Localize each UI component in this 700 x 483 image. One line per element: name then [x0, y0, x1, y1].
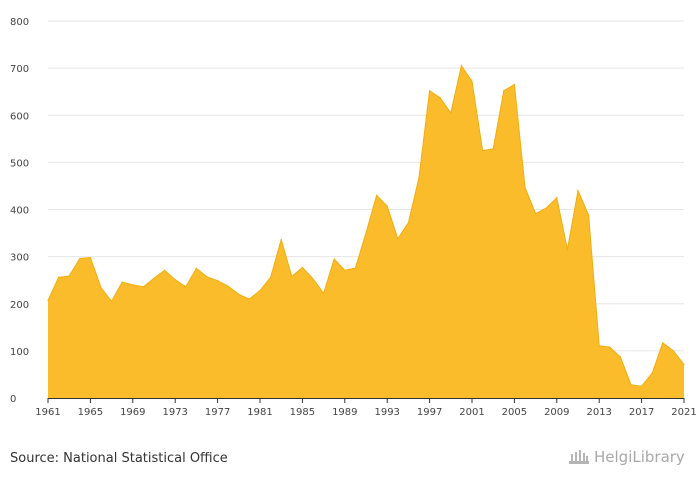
data-point — [206, 276, 208, 278]
x-tick-label: 1989 — [332, 407, 357, 418]
data-point — [259, 289, 261, 292]
data-point — [672, 350, 675, 352]
data-point — [577, 190, 579, 192]
y-tick-label: 700 — [10, 64, 29, 75]
data-point — [100, 287, 102, 289]
area-fill — [48, 65, 684, 399]
data-point — [482, 149, 484, 152]
x-tick-label: 2013 — [586, 407, 611, 418]
x-tick-label: 1965 — [78, 407, 103, 418]
data-point — [344, 269, 346, 271]
data-point — [248, 298, 250, 300]
data-point — [609, 346, 611, 348]
data-point — [333, 258, 335, 260]
data-point — [513, 84, 516, 86]
y-tick-label: 200 — [10, 300, 29, 311]
data-point — [556, 197, 558, 199]
data-point — [662, 342, 664, 344]
data-point — [683, 363, 685, 366]
data-point — [111, 300, 113, 302]
data-point — [270, 276, 272, 278]
x-tick-label: 1961 — [35, 407, 60, 418]
data-point — [566, 248, 569, 251]
data-point — [651, 372, 653, 374]
data-point — [89, 256, 91, 259]
data-point — [630, 384, 632, 386]
y-axis: 0 100 200 300 400 500 600 700 800 — [10, 17, 29, 405]
data-point — [291, 275, 293, 278]
logo-text: HelgiLibrary — [594, 448, 685, 466]
data-point — [535, 213, 537, 215]
data-point — [174, 279, 176, 281]
data-point — [503, 90, 505, 92]
y-tick-label: 0 — [10, 394, 16, 405]
x-axis: 1961 1965 1969 1973 1977 1981 1985 1989 1993 1997… — [35, 398, 697, 418]
data-point — [376, 194, 378, 196]
data-point — [227, 285, 229, 287]
data-point — [195, 267, 197, 270]
library-building-icon — [569, 450, 589, 464]
data-point — [47, 299, 49, 302]
data-point — [492, 148, 494, 150]
data-point — [598, 345, 600, 347]
helgi-library-logo: HelgiLibrary — [568, 448, 685, 466]
data-point — [619, 356, 622, 358]
data-point — [439, 97, 441, 99]
data-point — [545, 207, 547, 209]
data-point — [164, 269, 166, 271]
data-point — [68, 275, 70, 277]
data-point — [153, 277, 155, 279]
x-tick-label: 2001 — [459, 407, 484, 418]
x-tick-label: 1981 — [247, 407, 272, 418]
data-point — [407, 222, 409, 224]
data-point — [365, 232, 367, 234]
data-point — [217, 280, 219, 282]
y-tick-label: 100 — [10, 347, 29, 358]
data-point — [588, 214, 590, 216]
y-tick-label: 600 — [10, 111, 29, 122]
data-point — [386, 205, 388, 207]
data-point — [524, 186, 526, 188]
data-point — [418, 176, 420, 179]
y-tick-label: 400 — [10, 206, 29, 217]
x-tick-label: 2009 — [544, 407, 569, 418]
data-point — [450, 112, 452, 114]
data-point — [79, 257, 81, 260]
area-series — [47, 64, 685, 399]
data-point — [280, 239, 282, 241]
x-tick-label: 1993 — [374, 407, 399, 418]
data-point — [471, 80, 473, 82]
x-tick-label: 2005 — [502, 407, 527, 418]
data-point — [238, 293, 240, 295]
data-point — [312, 278, 314, 280]
data-point — [301, 266, 303, 269]
data-point — [354, 267, 356, 269]
data-point — [460, 65, 462, 67]
data-point — [323, 292, 325, 294]
data-point — [58, 276, 60, 278]
y-tick-label: 300 — [10, 253, 29, 264]
data-point — [121, 281, 123, 283]
x-tick-label: 1985 — [290, 407, 315, 418]
y-tick-label: 800 — [10, 17, 29, 28]
x-tick-label: 1997 — [417, 407, 442, 418]
y-tick-label: 500 — [10, 158, 29, 169]
data-point — [429, 90, 431, 92]
data-point — [185, 286, 187, 288]
x-tick-label: 1977 — [205, 407, 230, 418]
source-note: Source: National Statistical Office — [10, 451, 228, 466]
x-tick-label: 2021 — [671, 407, 696, 418]
x-tick-label: 1969 — [120, 407, 145, 418]
x-tick-label: 2017 — [629, 407, 654, 418]
data-point — [132, 284, 134, 286]
data-point — [641, 385, 643, 387]
data-point — [142, 286, 144, 288]
x-tick-label: 1973 — [162, 407, 187, 418]
data-point — [397, 238, 399, 240]
